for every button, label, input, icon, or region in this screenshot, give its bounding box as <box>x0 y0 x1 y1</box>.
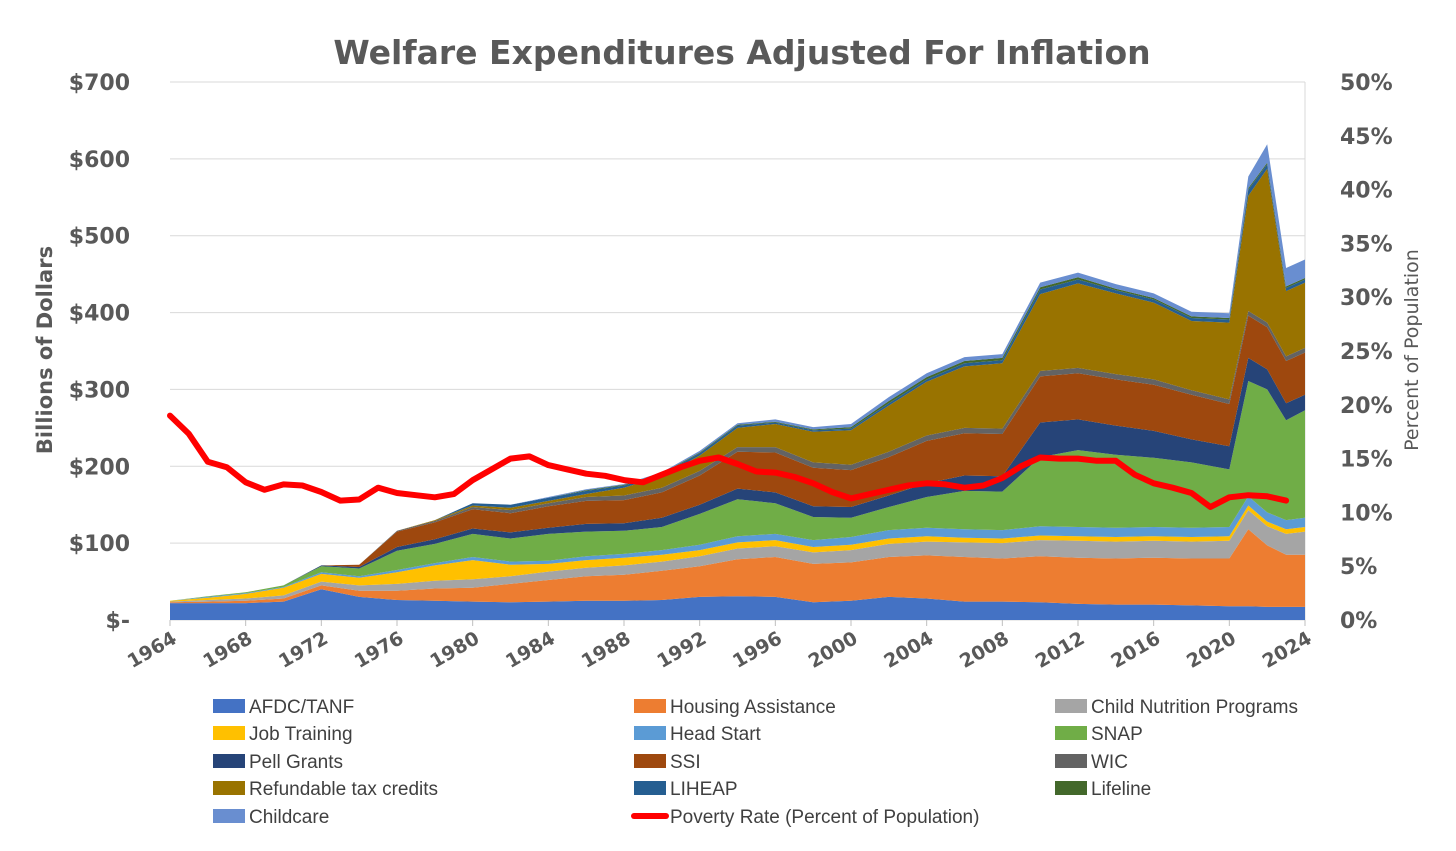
legend-label-housing-assistance: Housing Assistance <box>670 697 836 718</box>
area-housing-assistance <box>170 529 1305 607</box>
x-tick-label: 2020 <box>1183 627 1240 672</box>
y2-axis-label: Percent of Population <box>1401 249 1423 451</box>
legend-label-refundable-tax-credits: Refundable tax credits <box>249 779 438 800</box>
legend-label-pell-grants: Pell Grants <box>249 752 343 773</box>
x-tick-label: 1972 <box>275 627 332 672</box>
chart-title: Welfare Expenditures Adjusted For Inflat… <box>333 33 1150 72</box>
x-axis-ticks: 1964 1968 1972 1976 1980 1984 1988 1992 1996 2000… <box>124 620 1316 673</box>
y2-tick-label: 50% <box>1340 71 1393 96</box>
legend-label-poverty-rate-percent-of-population: Poverty Rate (Percent of Population) <box>670 807 979 828</box>
legend-label-head-start: Head Start <box>670 724 762 745</box>
poverty-line-layer <box>167 412 1290 510</box>
y2-tick-label: 25% <box>1340 340 1393 365</box>
x-tick-label: 1980 <box>426 627 483 672</box>
y2-tick-label: 10% <box>1340 501 1393 526</box>
y-tick-label: $400 <box>69 302 130 327</box>
x-tick-label: 1976 <box>351 627 408 672</box>
legend-swatch-pell-grants <box>213 754 245 768</box>
area-job-training <box>170 505 1305 602</box>
y-tick-label: $700 <box>69 71 130 96</box>
y-tick-label: $- <box>106 609 130 634</box>
y2-tick-label: 5% <box>1340 555 1377 580</box>
legend-swatch-housing-assistance <box>634 699 666 713</box>
area-afdc-tanf <box>170 589 1305 620</box>
y-tick-label: $600 <box>69 148 130 173</box>
y2-tick-label: 40% <box>1340 179 1393 204</box>
y2-tick-label: 0% <box>1340 609 1377 634</box>
legend-swatch-afdc-tanf <box>213 699 245 713</box>
area-snap <box>170 381 1305 601</box>
x-tick-label: 1964 <box>124 627 181 672</box>
x-tick-label: 2008 <box>956 627 1013 672</box>
x-tick-label: 1988 <box>578 627 635 672</box>
x-tick-label: 1968 <box>199 627 256 672</box>
x-tick-label: 2012 <box>1032 627 1089 672</box>
y2-tick-label: 15% <box>1340 448 1393 473</box>
legend-label-lifeline: Lifeline <box>1091 779 1151 800</box>
y-tick-label: $300 <box>69 378 130 403</box>
y-tick-label: $500 <box>69 225 130 250</box>
legend-label-job-training: Job Training <box>249 724 353 745</box>
x-tick-label: 2000 <box>805 627 862 672</box>
legend: AFDC/TANF Housing Assistance Child Nutriti… <box>213 697 1298 828</box>
legend-swatch-lifeline <box>1055 781 1087 795</box>
y-tick-label: $100 <box>69 532 130 557</box>
legend-label-wic: WIC <box>1091 752 1128 773</box>
x-tick-label: 2004 <box>880 627 937 672</box>
stacked-areas <box>170 144 1305 620</box>
x-tick-label: 2024 <box>1259 627 1316 672</box>
y2-tick-label: 35% <box>1340 232 1393 257</box>
legend-swatch-head-start <box>634 726 666 740</box>
y-tick-label: $200 <box>69 455 130 480</box>
y2-axis-ticks: 0% 5% 10% 15% 20% 25% 30% 35% 40% 45% 50% <box>1340 71 1393 634</box>
y-axis-label: Billions of Dollars <box>33 246 57 454</box>
legend-label-childcare: Childcare <box>249 807 329 828</box>
legend-swatch-childcare <box>213 809 245 823</box>
legend-swatch-ssi <box>634 754 666 768</box>
legend-swatch-child-nutrition-programs <box>1055 699 1087 713</box>
y-axis-ticks: $- $100 $200 $300 $400 $500 $600 $700 <box>69 71 130 634</box>
x-tick-label: 1996 <box>729 627 786 672</box>
legend-label-afdc-tanf: AFDC/TANF <box>249 697 354 718</box>
legend-label-liheap: LIHEAP <box>670 779 738 800</box>
area-ssi <box>170 315 1305 601</box>
area-child-nutrition-programs <box>170 510 1305 603</box>
x-tick-label: 1992 <box>653 627 710 672</box>
x-tick-label: 1984 <box>502 627 559 672</box>
legend-swatch-wic <box>1055 754 1087 768</box>
y2-tick-label: 45% <box>1340 125 1393 150</box>
y2-tick-label: 30% <box>1340 286 1393 311</box>
y2-tick-label: 20% <box>1340 394 1393 419</box>
legend-label-snap: SNAP <box>1091 724 1143 745</box>
poverty-rate-line <box>167 412 1290 510</box>
legend-label-child-nutrition-programs: Child Nutrition Programs <box>1091 697 1298 718</box>
x-tick-label: 2016 <box>1107 627 1164 672</box>
legend-swatch-snap <box>1055 726 1087 740</box>
legend-swatch-liheap <box>634 781 666 795</box>
legend-swatch-refundable-tax-credits <box>213 781 245 795</box>
legend-swatch-job-training <box>213 726 245 740</box>
legend-label-ssi: SSI <box>670 752 701 773</box>
